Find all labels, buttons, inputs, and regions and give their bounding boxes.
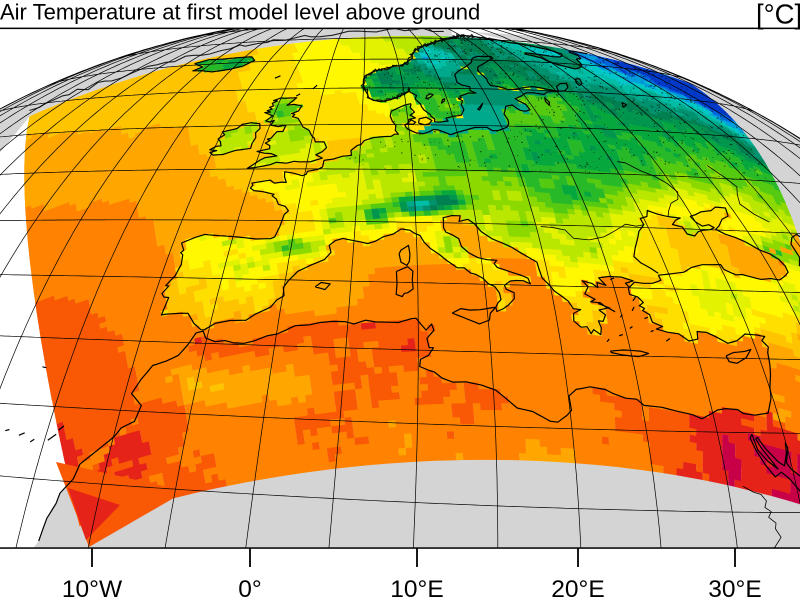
svg-text:10°E: 10°E — [390, 576, 443, 600]
svg-text:[°C]: [°C] — [756, 0, 800, 30]
svg-text:10°W: 10°W — [62, 576, 123, 600]
svg-text:0°: 0° — [238, 576, 261, 600]
svg-text:20°E: 20°E — [551, 576, 604, 600]
svg-text:Air Temperature at first model: Air Temperature at first model level abo… — [0, 0, 480, 25]
svg-text:30°E: 30°E — [708, 576, 761, 600]
